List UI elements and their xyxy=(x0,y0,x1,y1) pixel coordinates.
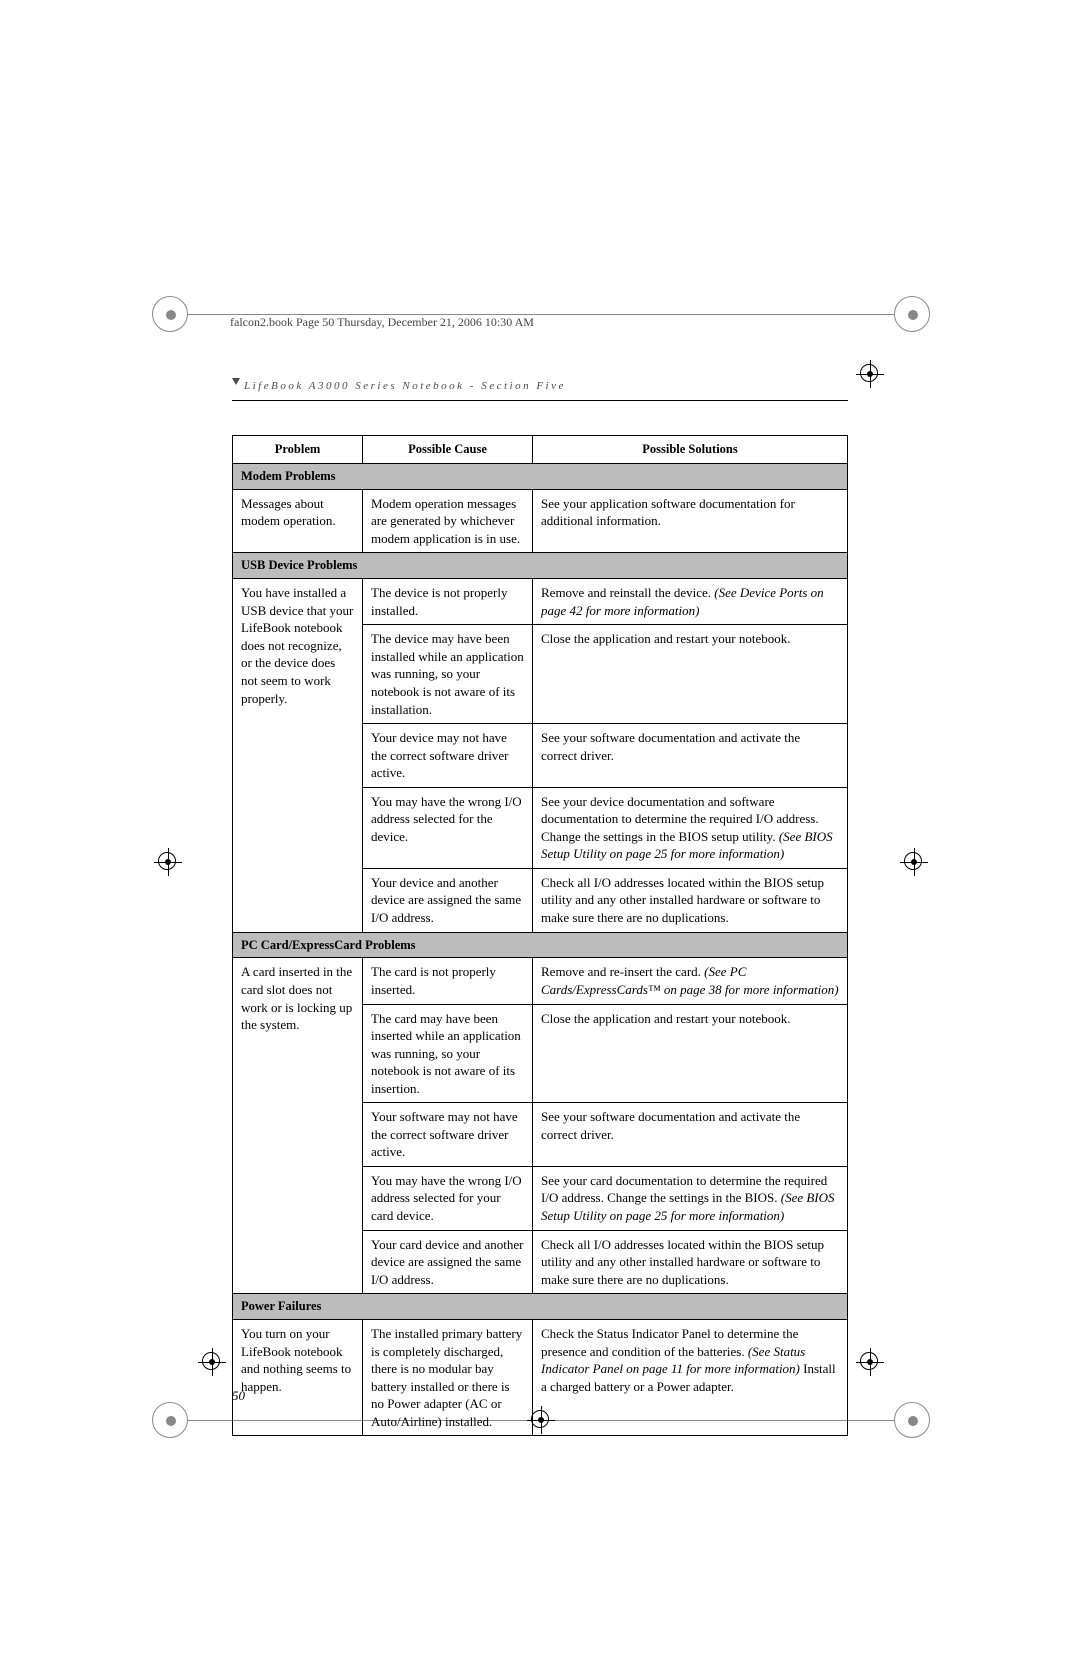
page-meta: falcon2.book Page 50 Thursday, December … xyxy=(230,315,534,330)
col-solution: Possible Solutions xyxy=(533,436,848,464)
running-header: LifeBook A3000 Series Notebook - Section… xyxy=(232,380,848,392)
header-rule xyxy=(232,400,848,401)
reg-mark-mr xyxy=(900,848,928,876)
section-usb: USB Device Problems xyxy=(233,553,848,579)
reg-mark-tr xyxy=(856,360,884,388)
table-row: You have installed a USB device that you… xyxy=(233,579,848,625)
cell-solution: See your card documentation to determine… xyxy=(533,1166,848,1230)
cell-solution: Remove and reinstall the device. (See De… xyxy=(533,579,848,625)
reg-mark-ml xyxy=(154,848,182,876)
cell-solution: See your device documentation and softwa… xyxy=(533,787,848,868)
section-modem: Modem Problems xyxy=(233,463,848,489)
table-header-row: Problem Possible Cause Possible Solution… xyxy=(233,436,848,464)
page-content: LifeBook A3000 Series Notebook - Section… xyxy=(232,380,848,1436)
col-cause: Possible Cause xyxy=(363,436,533,464)
reg-mark-bl xyxy=(198,1348,226,1376)
page-number: 50 xyxy=(232,1388,245,1404)
troubleshooting-table: Problem Possible Cause Possible Solution… xyxy=(232,435,848,1436)
table-row: Messages about modem operation. Modem op… xyxy=(233,489,848,553)
col-problem: Problem xyxy=(233,436,363,464)
cell-solution: Remove and re-insert the card. (See PC C… xyxy=(533,958,848,1004)
table-row: A card inserted in the card slot does no… xyxy=(233,958,848,1004)
table-row: You turn on your LifeBook notebook and n… xyxy=(233,1320,848,1436)
reg-mark-br xyxy=(856,1348,884,1376)
cell-solution: Check the Status Indicator Panel to dete… xyxy=(533,1320,848,1436)
section-power: Power Failures xyxy=(233,1294,848,1320)
section-pccard: PC Card/ExpressCard Problems xyxy=(233,932,848,958)
